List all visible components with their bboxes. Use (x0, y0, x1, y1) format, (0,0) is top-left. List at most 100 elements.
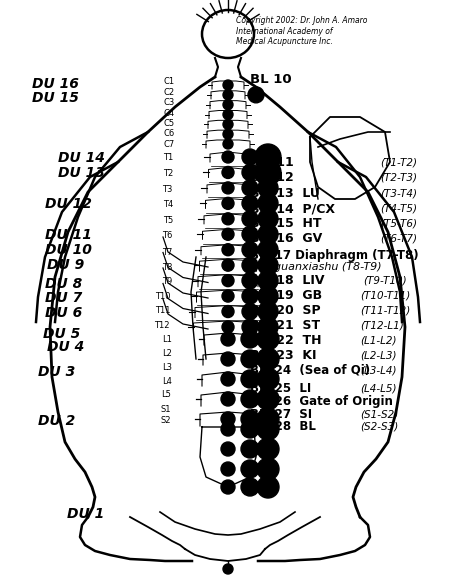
Circle shape (258, 255, 278, 275)
Circle shape (257, 348, 279, 370)
Circle shape (257, 328, 279, 350)
Circle shape (258, 317, 278, 337)
Text: C3: C3 (163, 98, 175, 107)
Text: DU 3: DU 3 (38, 365, 76, 379)
Circle shape (221, 480, 235, 494)
Text: DU 12: DU 12 (45, 197, 92, 211)
Circle shape (242, 180, 258, 196)
Circle shape (241, 420, 259, 438)
Circle shape (258, 302, 278, 321)
Text: (T9-T10): (T9-T10) (364, 275, 407, 286)
Circle shape (223, 100, 233, 110)
Text: BL  20  SP: BL 20 SP (250, 304, 320, 317)
Circle shape (221, 352, 235, 366)
Text: L5: L5 (161, 390, 171, 399)
Circle shape (222, 306, 234, 317)
Circle shape (222, 182, 234, 194)
Text: (T6-T7): (T6-T7) (380, 233, 417, 243)
Circle shape (257, 388, 279, 410)
Text: DU 8: DU 8 (45, 277, 82, 291)
Text: C4: C4 (163, 108, 175, 118)
Circle shape (221, 332, 235, 346)
Text: BL  21  ST: BL 21 ST (250, 319, 320, 332)
Text: BL  28  BL: BL 28 BL (250, 421, 315, 433)
Text: BL  27  SI: BL 27 SI (250, 408, 312, 421)
Circle shape (241, 460, 259, 478)
Text: T6: T6 (162, 231, 173, 240)
Text: T4: T4 (162, 200, 173, 209)
Text: (T10-T11): (T10-T11) (360, 290, 410, 301)
Text: T5: T5 (162, 216, 173, 225)
Circle shape (257, 418, 279, 440)
Circle shape (221, 372, 235, 386)
Circle shape (241, 330, 259, 348)
Circle shape (222, 275, 234, 287)
Text: BL  15  HT: BL 15 HT (250, 218, 321, 230)
Text: BL  22  TH: BL 22 TH (250, 334, 321, 347)
Circle shape (242, 288, 258, 304)
Circle shape (221, 442, 235, 456)
Text: DU 1: DU 1 (67, 507, 104, 520)
Text: L1: L1 (162, 335, 172, 344)
Circle shape (221, 392, 235, 406)
Text: DU 10: DU 10 (45, 243, 92, 257)
Text: BL  13  LU: BL 13 LU (250, 187, 320, 200)
Circle shape (241, 350, 259, 368)
Circle shape (255, 144, 281, 170)
Circle shape (242, 304, 258, 320)
Text: (L4-L5): (L4-L5) (360, 384, 396, 394)
Circle shape (222, 197, 234, 209)
Circle shape (242, 273, 258, 288)
Text: DU 14: DU 14 (58, 151, 105, 165)
Text: BL  18  LIV: BL 18 LIV (250, 274, 324, 287)
Text: DU 4: DU 4 (47, 340, 85, 354)
Circle shape (258, 239, 278, 260)
Text: (T2-T3): (T2-T3) (380, 172, 417, 182)
Text: S1: S1 (161, 404, 171, 414)
Circle shape (222, 213, 234, 225)
Circle shape (255, 159, 281, 185)
Text: DU 16: DU 16 (32, 77, 79, 91)
Text: T3: T3 (162, 185, 173, 194)
Circle shape (223, 139, 233, 149)
Circle shape (258, 271, 278, 291)
Text: BL  14  P/CX: BL 14 P/CX (250, 203, 335, 215)
Circle shape (258, 147, 278, 167)
Text: C5: C5 (163, 119, 175, 128)
Circle shape (223, 90, 233, 100)
Text: BL  25  LI: BL 25 LI (250, 383, 311, 395)
Circle shape (241, 440, 259, 458)
Text: T2: T2 (162, 168, 173, 178)
Text: T9: T9 (162, 277, 172, 286)
Circle shape (221, 422, 235, 436)
Circle shape (221, 412, 235, 426)
Circle shape (242, 149, 258, 165)
Text: (L1-L2): (L1-L2) (360, 335, 396, 346)
Circle shape (242, 226, 258, 242)
Ellipse shape (202, 10, 254, 58)
Circle shape (223, 129, 233, 139)
Text: T7: T7 (162, 248, 173, 257)
Text: C6: C6 (163, 129, 175, 138)
Circle shape (222, 259, 234, 271)
Circle shape (258, 193, 278, 213)
Circle shape (257, 476, 279, 498)
Circle shape (241, 370, 259, 388)
Text: BL  26  Gate of Origin: BL 26 Gate of Origin (250, 395, 392, 408)
Text: BL  12: BL 12 (250, 171, 293, 183)
Text: S2: S2 (161, 415, 171, 425)
Text: (T11-T12): (T11-T12) (360, 305, 410, 316)
Text: BL  23  KI: BL 23 KI (250, 349, 316, 362)
Text: (L2-L3): (L2-L3) (360, 350, 396, 361)
Circle shape (222, 166, 234, 178)
Circle shape (242, 319, 258, 335)
Text: T8: T8 (162, 263, 173, 272)
Text: C1: C1 (163, 77, 175, 87)
Circle shape (241, 410, 259, 428)
Text: BL  19  GB: BL 19 GB (250, 289, 322, 302)
Text: C2: C2 (163, 88, 175, 97)
Text: (T12-L1): (T12-L1) (360, 320, 404, 331)
Text: Weiguanxiashu (T8-T9): Weiguanxiashu (T8-T9) (253, 261, 382, 272)
Circle shape (248, 87, 264, 103)
Text: C7: C7 (163, 140, 175, 149)
